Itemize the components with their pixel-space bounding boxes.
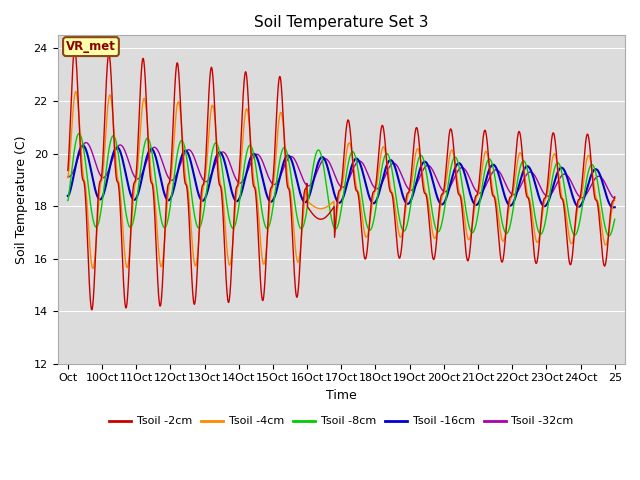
Legend: Tsoil -2cm, Tsoil -4cm, Tsoil -8cm, Tsoil -16cm, Tsoil -32cm: Tsoil -2cm, Tsoil -4cm, Tsoil -8cm, Tsoi… <box>104 412 578 431</box>
Tsoil -32cm <box>489 169 497 175</box>
Tsoil -32cm <box>497 170 504 176</box>
Tsoil -8cm <box>605 233 613 239</box>
Y-axis label: Soil Temperature (C): Soil Temperature (C) <box>15 135 28 264</box>
Tsoil -16cm <box>410 191 417 197</box>
Tsoil -32cm <box>410 186 417 192</box>
Tsoil -4cm <box>611 197 619 203</box>
Tsoil -4cm <box>410 166 417 172</box>
Tsoil -16cm <box>609 204 617 210</box>
Line: Tsoil -32cm: Tsoil -32cm <box>68 143 615 198</box>
Tsoil -2cm <box>88 307 95 312</box>
Tsoil -2cm <box>410 146 417 152</box>
Tsoil -8cm <box>611 216 619 222</box>
Tsoil -8cm <box>76 131 83 136</box>
Tsoil -16cm <box>64 193 72 199</box>
Tsoil -4cm <box>489 189 497 195</box>
Tsoil -32cm <box>64 174 72 180</box>
Tsoil -2cm <box>489 193 497 199</box>
Tsoil -16cm <box>79 143 86 148</box>
Tsoil -8cm <box>431 224 439 230</box>
Tsoil -16cm <box>497 178 504 184</box>
Tsoil -4cm <box>72 89 79 95</box>
Tsoil -8cm <box>64 198 72 204</box>
Tsoil -16cm <box>266 198 273 204</box>
Tsoil -2cm <box>431 249 439 255</box>
Tsoil -2cm <box>611 194 619 200</box>
Tsoil -8cm <box>489 164 497 169</box>
Tsoil -8cm <box>266 222 273 228</box>
Tsoil -16cm <box>431 188 439 193</box>
Title: Soil Temperature Set 3: Soil Temperature Set 3 <box>254 15 429 30</box>
Tsoil -8cm <box>497 211 504 216</box>
Tsoil -8cm <box>241 156 249 162</box>
Tsoil -16cm <box>241 174 249 180</box>
Line: Tsoil -16cm: Tsoil -16cm <box>68 145 615 207</box>
Tsoil -2cm <box>71 47 79 52</box>
Line: Tsoil -2cm: Tsoil -2cm <box>68 49 615 310</box>
Tsoil -8cm <box>410 185 417 191</box>
X-axis label: Time: Time <box>326 389 356 402</box>
Tsoil -4cm <box>431 235 439 240</box>
Tsoil -2cm <box>242 69 250 75</box>
Tsoil -32cm <box>241 174 249 180</box>
Text: VR_met: VR_met <box>66 40 116 53</box>
Tsoil -4cm <box>266 204 273 210</box>
Tsoil -32cm <box>611 195 619 201</box>
Tsoil -4cm <box>242 109 250 115</box>
Line: Tsoil -4cm: Tsoil -4cm <box>68 92 615 268</box>
Tsoil -32cm <box>82 140 90 145</box>
Tsoil -2cm <box>497 255 504 261</box>
Line: Tsoil -8cm: Tsoil -8cm <box>68 133 615 236</box>
Tsoil -32cm <box>431 173 439 179</box>
Tsoil -2cm <box>266 192 273 198</box>
Tsoil -4cm <box>89 265 97 271</box>
Tsoil -32cm <box>266 176 273 182</box>
Tsoil -16cm <box>489 162 497 168</box>
Tsoil -2cm <box>64 168 72 173</box>
Tsoil -4cm <box>497 231 504 237</box>
Tsoil -16cm <box>611 204 619 210</box>
Tsoil -4cm <box>64 175 72 180</box>
